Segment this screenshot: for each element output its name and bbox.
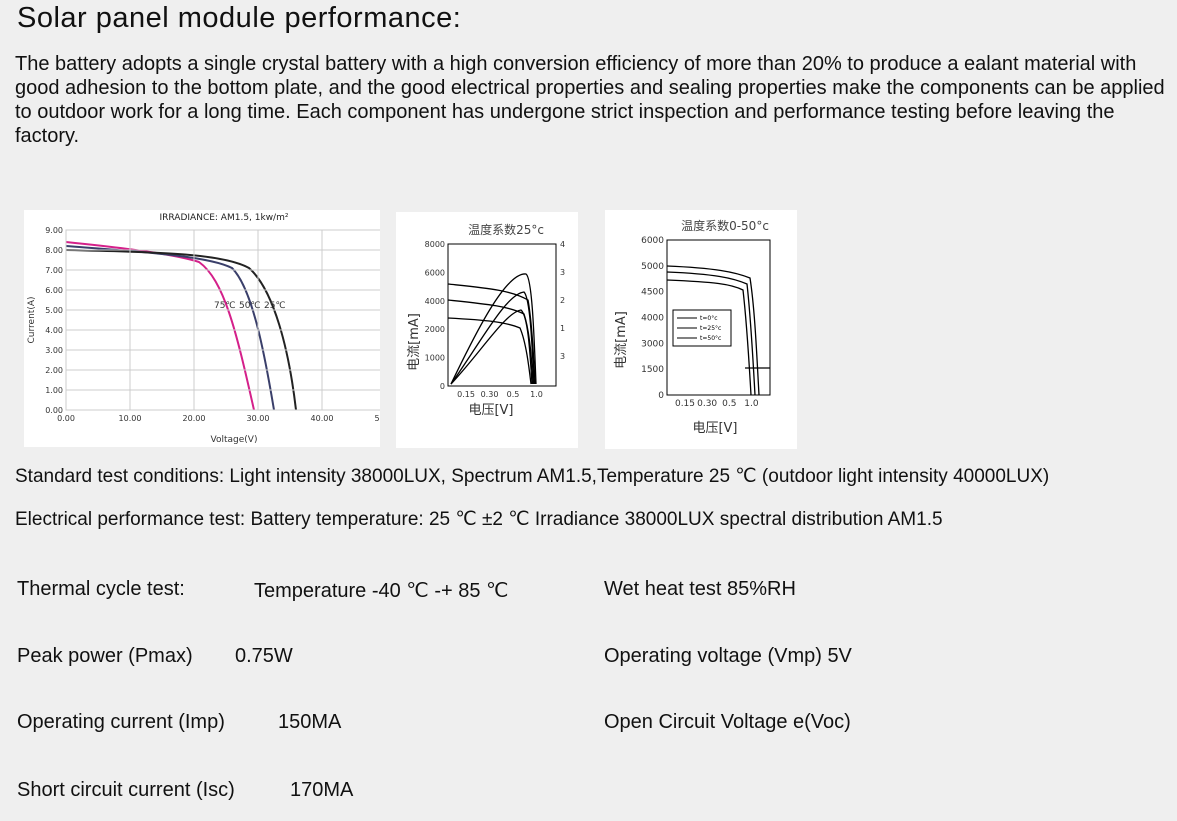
x-tick-label: 10.00 (119, 414, 142, 423)
y-tick-label: 3.00 (45, 346, 63, 355)
plot-frame (447, 243, 557, 387)
x-axis-label: 电压[V] (692, 421, 737, 436)
y2-tick-label: 4 (560, 240, 565, 249)
iv-chart: IRRADIANCE: AM1.5, 1kw/m² Voltage(V) Curre… (24, 210, 380, 447)
condition-text: Standard test conditions: Light intensit… (15, 466, 1050, 487)
y2-tick-label: 1 (560, 324, 565, 333)
temp-chart-0-50: 温度系数0-50°c 电压[V] 电流[mA] 0.15 0.30 0.5 1.0 0 1500… (605, 210, 797, 449)
condition-text: Electrical performance test: Battery tem… (15, 509, 943, 530)
x-tick-label: 50.00 (375, 414, 380, 423)
figure-title: IRRADIANCE: AM1.5, 1kw/m² (160, 213, 289, 223)
y-tick-label: 4.00 (45, 326, 63, 335)
y-tick-label: 1000 (425, 354, 445, 363)
y-tick-label: 4500 (641, 288, 664, 298)
legend-entry: t=0°c (700, 315, 718, 322)
y-tick-label: 8.00 (45, 246, 63, 255)
x-tick-label: 30.00 (247, 414, 270, 423)
y-tick-label: 6.00 (45, 286, 63, 295)
spec-label: Thermal cycle test: (17, 578, 185, 600)
y-axis-label: 电流[mA] (614, 311, 629, 369)
curve-annotation: 25℃ (264, 301, 286, 311)
y-tick-label: 0 (440, 382, 445, 391)
figure-title: 温度系数0-50°c (681, 218, 769, 233)
spec-value: 0.75W (235, 645, 293, 667)
curve-50 (65, 245, 275, 411)
y2-tick-label: 3 (560, 268, 565, 277)
y2-tick-label: 3 (560, 352, 565, 361)
intro-text: The battery adopts a single crystal batt… (15, 53, 1165, 147)
x-tick-label: 0.30 (481, 390, 499, 399)
x-tick-label: 0.5 (507, 390, 520, 399)
curve-annotation: 75℃ (214, 301, 236, 311)
y-tick-label: 4000 (425, 297, 445, 306)
spec-value: Temperature -40 ℃ -+ 85 ℃ (254, 580, 509, 602)
y-tick-label: 5000 (641, 262, 664, 272)
curve-25 (65, 249, 297, 411)
y-tick-label: 6000 (641, 236, 664, 246)
spec-text: Wet heat test 85%RH (604, 578, 796, 600)
spec-label: Peak power (Pmax) (17, 645, 193, 667)
legend-entry: t=25°c (700, 325, 721, 332)
x-axis-label: 电压[V] (468, 403, 513, 418)
x-tick-label: 1.0 (744, 399, 759, 409)
spec-text: Operating voltage (Vmp) 5V (604, 645, 852, 667)
temp-chart-25: 温度系数25°c 电压[V] 电流[mA] 0.15 0.30 0.5 1.0 0 1000 20… (396, 212, 578, 448)
y-tick-label: 3000 (641, 339, 664, 349)
x-tick-label: 0.15 (457, 390, 475, 399)
y-tick-label: 1.00 (45, 386, 63, 395)
y-tick-label: 2000 (425, 325, 445, 334)
y-tick-label: 4000 (641, 314, 664, 324)
spec-value: 150MA (278, 711, 342, 733)
page-title: Solar panel module performance: (17, 2, 462, 34)
spec-value: 170MA (290, 779, 354, 801)
y-tick-label: 1500 (641, 365, 664, 375)
y-tick-label: 9.00 (45, 226, 63, 235)
y2-tick-label: 2 (560, 296, 565, 305)
y-tick-label: 6000 (425, 268, 445, 277)
x-tick-label: 0.5 (722, 399, 736, 409)
legend-entry: t=50°c (700, 335, 721, 342)
x-tick-label: 0.30 (697, 399, 717, 409)
spec-label: Short circuit current (Isc) (17, 779, 235, 801)
x-tick-label: 20.00 (183, 414, 206, 423)
y-axis-label: 电流[mA] (407, 313, 422, 371)
plot-frame (666, 239, 771, 396)
x-tick-label: 0.00 (57, 414, 75, 423)
y-tick-label: 5.00 (45, 306, 63, 315)
y-tick-label: 7.00 (45, 266, 63, 275)
y-tick-label: 2.00 (45, 366, 63, 375)
curves (447, 273, 537, 385)
curve-annotation: 50℃ (239, 301, 261, 311)
x-tick-label: 1.0 (530, 390, 543, 399)
x-tick-label: 0.15 (675, 399, 695, 409)
figure-title: 温度系数25°c (468, 222, 544, 237)
y-axis-label: Current(A) (27, 297, 37, 344)
x-axis-label: Voltage(V) (211, 435, 258, 445)
x-tick-label: 40.00 (311, 414, 334, 423)
curve-75 (65, 241, 255, 411)
curves (666, 265, 770, 396)
y-tick-label: 8000 (425, 240, 445, 249)
spec-text: Open Circuit Voltage e(Voc) (604, 711, 851, 733)
spec-label: Operating current (Imp) (17, 711, 225, 733)
grid (65, 229, 380, 411)
y-tick-label: 0 (658, 391, 664, 401)
y-tick-label: 0.00 (45, 406, 63, 415)
